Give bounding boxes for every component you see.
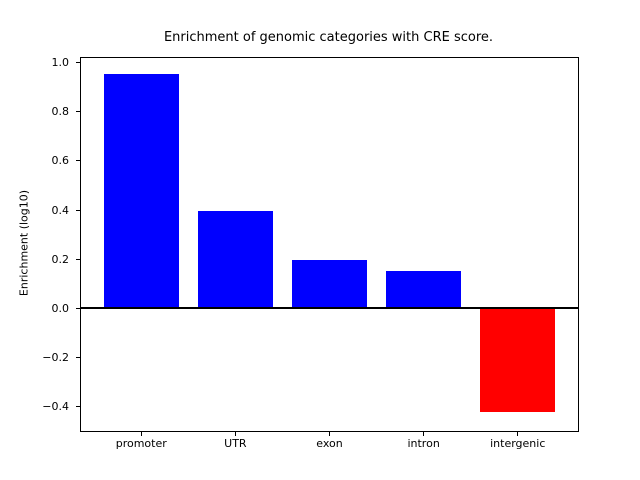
x-tick-label: promoter <box>115 437 167 450</box>
y-tick-label: 0.0 <box>51 301 70 315</box>
x-tick-mark <box>517 432 519 436</box>
x-tick-label: intergenic <box>490 437 546 450</box>
bar-promoter <box>103 74 179 309</box>
y-tick-mark <box>76 61 80 63</box>
y-tick-label: −0.2 <box>42 351 69 365</box>
bar-exon <box>291 259 368 309</box>
x-tick-mark <box>140 432 142 436</box>
y-tick-mark <box>76 357 80 359</box>
bar-UTR <box>197 211 274 309</box>
y-tick-label: 0.2 <box>51 252 70 266</box>
bar-intergenic <box>480 308 556 412</box>
x-tick-mark <box>423 432 425 436</box>
x-tick-mark <box>234 432 236 436</box>
bar-intron <box>385 271 462 309</box>
y-tick-mark <box>76 307 80 309</box>
y-tick-label: 1.0 <box>51 55 70 69</box>
y-tick-mark <box>76 258 80 260</box>
x-tick-label: UTR <box>224 437 247 450</box>
y-tick-label: 0.8 <box>51 105 70 119</box>
y-tick-label: 0.4 <box>51 203 70 217</box>
y-tick-mark <box>76 160 80 162</box>
x-tick-mark <box>329 432 330 436</box>
y-tick-mark <box>76 406 80 408</box>
x-tick-label: intron <box>407 437 440 450</box>
y-tick-label: 0.6 <box>51 154 70 168</box>
x-tick-label: exon <box>316 437 343 450</box>
plot-area: promoter UTR exon intron intergenic 1.0 0.8 0.6… <box>42 56 579 450</box>
y-tick-mark <box>76 111 80 113</box>
zero-line <box>81 307 578 310</box>
y-tick-mark <box>76 209 80 211</box>
y-tick-label: −0.4 <box>42 400 69 414</box>
chart-title: Enrichment of genomic categories with CR… <box>163 30 494 45</box>
